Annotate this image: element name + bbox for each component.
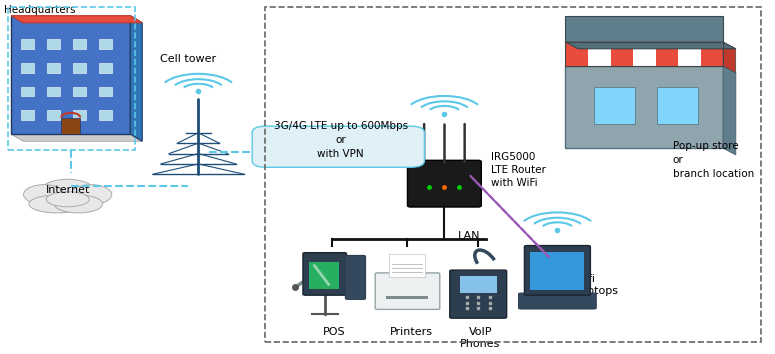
FancyBboxPatch shape (252, 126, 425, 167)
FancyBboxPatch shape (518, 293, 596, 309)
Bar (99, 39, 112, 49)
Bar (99, 110, 112, 120)
Ellipse shape (54, 195, 102, 213)
Bar (47, 87, 60, 96)
FancyBboxPatch shape (408, 160, 481, 207)
Bar (566, 16, 723, 42)
Bar (633, 42, 657, 66)
FancyBboxPatch shape (375, 273, 439, 309)
Bar (8, 7, 135, 150)
Bar (530, 252, 584, 290)
Bar (566, 42, 723, 66)
Bar (308, 262, 339, 289)
FancyBboxPatch shape (303, 253, 346, 295)
Polygon shape (566, 42, 735, 49)
Text: Pop-up store
or
branch location: Pop-up store or branch location (673, 141, 754, 179)
Polygon shape (723, 66, 735, 155)
Ellipse shape (71, 185, 112, 204)
Bar (588, 42, 612, 66)
Text: Cell tower: Cell tower (160, 54, 216, 64)
FancyBboxPatch shape (525, 246, 591, 295)
Polygon shape (723, 42, 735, 73)
Bar (21, 39, 34, 49)
Polygon shape (11, 16, 143, 23)
Text: Headquarters: Headquarters (4, 5, 75, 15)
Bar (566, 42, 590, 66)
Text: POS: POS (323, 327, 346, 337)
FancyBboxPatch shape (346, 256, 366, 299)
Polygon shape (130, 16, 143, 141)
Text: Internet: Internet (46, 185, 90, 195)
Bar (390, 254, 425, 277)
Bar (47, 110, 60, 120)
Bar (566, 66, 723, 148)
Bar (21, 63, 34, 73)
Text: VoIP
Phones: VoIP Phones (460, 327, 501, 349)
Polygon shape (11, 134, 143, 141)
Text: Wifi
Laptops: Wifi Laptops (575, 274, 619, 296)
Text: IRG5000
LTE Router
with WiFi: IRG5000 LTE Router with WiFi (491, 152, 546, 188)
Bar (678, 42, 702, 66)
Bar (61, 118, 81, 134)
Bar (594, 87, 635, 124)
Bar (460, 276, 497, 293)
Bar (73, 87, 86, 96)
Bar (99, 87, 112, 96)
Bar (387, 296, 429, 299)
Ellipse shape (29, 195, 85, 213)
Bar (47, 39, 60, 49)
Ellipse shape (46, 192, 89, 207)
Text: 3G/4G LTE up to 600Mbps
or
with VPN: 3G/4G LTE up to 600Mbps or with VPN (274, 121, 408, 159)
Bar (73, 110, 86, 120)
Text: Printers: Printers (390, 327, 432, 337)
Ellipse shape (40, 179, 95, 205)
Bar (701, 42, 725, 66)
Bar (611, 42, 635, 66)
Bar (265, 7, 761, 342)
Bar (47, 63, 60, 73)
Bar (657, 87, 698, 124)
FancyBboxPatch shape (449, 270, 507, 318)
Bar (73, 39, 86, 49)
Bar (21, 87, 34, 96)
Bar (11, 16, 130, 134)
Bar (99, 63, 112, 73)
Text: LAN: LAN (457, 231, 480, 241)
Bar (21, 110, 34, 120)
Bar (73, 63, 86, 73)
Bar (656, 42, 680, 66)
Ellipse shape (23, 185, 64, 204)
